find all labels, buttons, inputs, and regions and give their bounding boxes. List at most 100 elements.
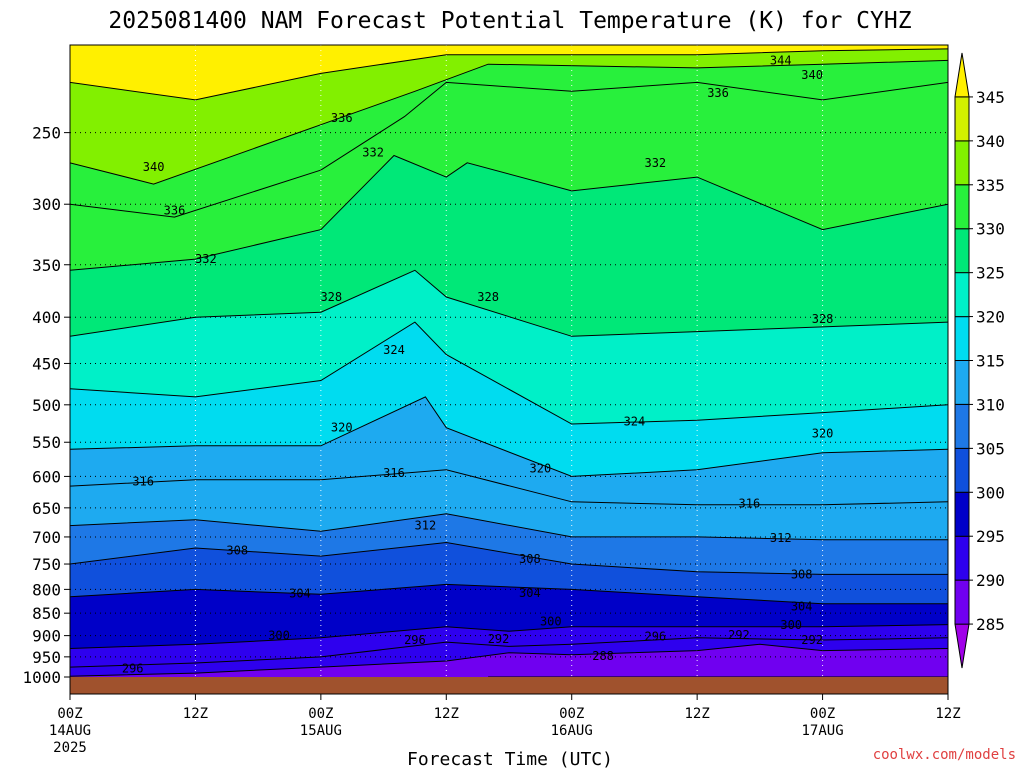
contour-label-332: 332 — [195, 252, 217, 266]
y-tick-label-900: 900 — [32, 627, 61, 646]
contour-label-332: 332 — [362, 146, 384, 160]
contour-label-328: 328 — [812, 312, 834, 326]
contour-label-316: 316 — [739, 497, 761, 511]
contour-300 — [70, 624, 948, 649]
contour-label-328: 328 — [477, 290, 499, 304]
contour-312 — [70, 513, 948, 541]
contour-label-320: 320 — [530, 461, 552, 475]
contour-label-336: 336 — [164, 204, 186, 218]
contour-344 — [70, 48, 948, 101]
x-tick-date-0: 14AUG — [49, 723, 91, 739]
y-tick-label-950: 950 — [32, 648, 61, 667]
y-tick-label-350: 350 — [32, 256, 61, 275]
contour-label-324: 324 — [383, 343, 405, 357]
contour-label-292: 292 — [728, 628, 750, 642]
x-tick-label-36: 12Z — [434, 706, 459, 722]
x-tick-label-12: 12Z — [183, 706, 208, 722]
x-axis-label: Forecast Time (UTC) — [407, 749, 613, 768]
contour-label-312: 312 — [415, 519, 437, 533]
contour-label-300: 300 — [540, 614, 562, 628]
contour-label-324: 324 — [624, 415, 646, 429]
contour-label-340: 340 — [801, 68, 823, 82]
colorbar-swatch-13 — [954, 52, 970, 98]
colorbar-swatch-6 — [954, 360, 970, 405]
y-tick-label-750: 750 — [32, 555, 61, 574]
y-tick-label-400: 400 — [32, 308, 61, 327]
colorbar-label-295: 295 — [976, 527, 1005, 546]
contour-label-296: 296 — [404, 633, 426, 647]
y-tick-label-850: 850 — [32, 604, 61, 623]
contour-label-300: 300 — [268, 629, 290, 643]
plot-grid — [70, 45, 948, 677]
contour-324 — [70, 321, 948, 425]
contour-label-332: 332 — [644, 156, 666, 170]
colorbar-swatch-11 — [954, 140, 970, 186]
colorbar-label-325: 325 — [976, 264, 1005, 283]
contour-328 — [70, 269, 948, 337]
contour-lines — [70, 48, 948, 677]
x-tick-date-48: 16AUG — [551, 723, 593, 739]
credit-link[interactable]: coolwx.com/models — [873, 747, 1016, 763]
x-tick-label-24: 00Z — [308, 706, 333, 722]
contour-label-304: 304 — [519, 586, 541, 600]
y-tick-label-500: 500 — [32, 396, 61, 415]
y-tick-label-300: 300 — [32, 195, 61, 214]
contour-304 — [70, 583, 948, 605]
colorbar-swatch-0 — [954, 623, 970, 669]
colorbar-swatch-10 — [954, 184, 970, 230]
contour-label-336: 336 — [707, 86, 729, 100]
x-tick-label-84: 12Z — [935, 706, 960, 722]
contour-label-296: 296 — [644, 629, 666, 643]
contour-label-292: 292 — [488, 632, 510, 646]
y-tick-label-1000: 1000 — [22, 668, 61, 687]
contour-label-320: 320 — [812, 427, 834, 441]
y-axis: 250 300 350 400 450 500 550 600 650 700 750 800 850 9… — [22, 124, 70, 687]
contour-label-316: 316 — [383, 466, 405, 480]
chart-title: 2025081400 NAM Forecast Potential Temper… — [108, 8, 911, 34]
y-tick-label-250: 250 — [32, 124, 61, 143]
contour-332 — [70, 154, 948, 271]
contour-label-300: 300 — [780, 618, 802, 632]
contour-label-296: 296 — [122, 661, 144, 675]
x-tick-label-72: 00Z — [810, 706, 835, 722]
contour-label-312: 312 — [770, 531, 792, 545]
colorbar-swatch-9 — [954, 228, 970, 274]
colorbar-label-305: 305 — [976, 439, 1005, 458]
x-tick-label-48: 00Z — [559, 706, 584, 722]
colorbar: 285 290 295 300 305 310 315 320 325 330 335 340 345 — [954, 52, 1005, 669]
contour-labels: 344 340 336 336 332 332 340 336 332 328 328 328 324 3… — [122, 53, 834, 675]
y-tick-label-700: 700 — [32, 528, 61, 547]
contour-320 — [70, 396, 948, 477]
colorbar-swatch-8 — [954, 272, 970, 318]
contour-label-328: 328 — [320, 290, 342, 304]
colorbar-label-335: 335 — [976, 176, 1005, 195]
y-tick-label-550: 550 — [32, 433, 61, 452]
contour-292 — [70, 643, 948, 677]
contour-340 — [70, 59, 948, 185]
contour-label-316: 316 — [132, 475, 154, 489]
contour-label-292: 292 — [801, 633, 823, 647]
contour-label-340: 340 — [143, 160, 165, 174]
colorbar-swatch-7 — [954, 316, 970, 361]
x-tick-date-72: 17AUG — [801, 723, 843, 739]
colorbar-label-285: 285 — [976, 615, 1005, 634]
colorbar-swatch-1 — [954, 579, 970, 625]
colorbar-label-340: 340 — [976, 132, 1005, 151]
colorbar-label-300: 300 — [976, 483, 1005, 502]
contour-label-308: 308 — [791, 567, 813, 581]
colorbar-label-310: 310 — [976, 395, 1005, 414]
colorbar-label-345: 345 — [976, 88, 1005, 107]
y-tick-label-600: 600 — [32, 467, 61, 486]
colorbar-swatch-4 — [954, 447, 970, 493]
colorbar-label-330: 330 — [976, 220, 1005, 239]
y-tick-label-800: 800 — [32, 580, 61, 599]
ground-bar — [70, 677, 948, 694]
contour-308 — [70, 541, 948, 575]
contour-label-304: 304 — [289, 586, 311, 600]
colorbar-swatch-2 — [954, 535, 970, 581]
colorbar-label-290: 290 — [976, 571, 1005, 590]
colorbar-label-315: 315 — [976, 352, 1005, 371]
colorbar-swatch-12 — [954, 96, 970, 142]
contour-label-308: 308 — [519, 552, 541, 566]
